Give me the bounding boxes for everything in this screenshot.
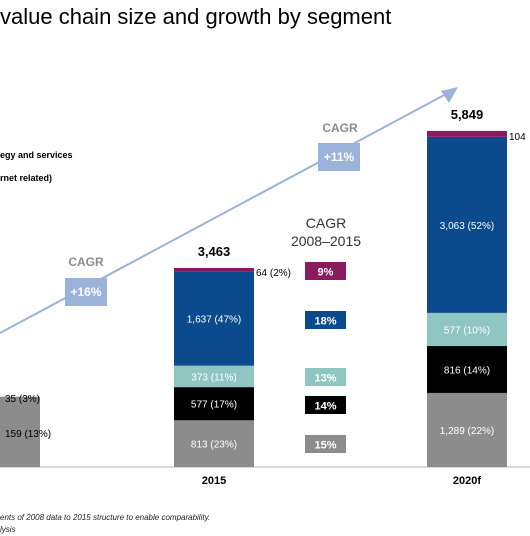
footnote-1: ents of 2008 data to 2015 structure to e…	[0, 513, 211, 522]
data-label-2008-navy: 35 (3%)	[5, 394, 40, 405]
bar-segment-2015-bottom	[174, 420, 254, 467]
data-label-2015-navy: 1,637 (47%)	[187, 315, 241, 326]
cagr-value-teal: 13%	[314, 373, 336, 385]
cagr-box-magenta	[305, 262, 346, 280]
cagr-box-navy	[305, 311, 346, 329]
chart-title: value chain size and growth by segment	[0, 4, 392, 29]
growth-arrow-head	[441, 87, 458, 103]
bar-segment-2020f-teal	[427, 312, 507, 347]
cagr-arrow-label-2: CAGR	[322, 121, 358, 135]
cagr-column-title-2: 2008–2015	[291, 233, 361, 249]
data-label-2020f-magenta: 104	[509, 132, 526, 143]
data-label-2015-bottom: 813 (23%)	[191, 440, 237, 451]
x-tick-2020f: 2020f	[453, 475, 481, 487]
cagr-arrow-box-2	[318, 143, 360, 171]
bar-segment-2020f-bottom	[427, 392, 507, 467]
bar-segment-2015-navy	[174, 271, 254, 366]
cagr-value-bottom: 15%	[314, 440, 336, 452]
cagr-arrow-value-1: +16%	[70, 285, 101, 299]
footnote-2: lysis	[0, 525, 16, 534]
bar-segment-2008-bottom	[0, 396, 40, 467]
data-label-2020f-teal: 577 (10%)	[444, 325, 490, 336]
bar-segment-2015-magenta	[174, 267, 254, 272]
bar-segment-2020f-magenta	[427, 130, 507, 137]
legend-label-2: rnet related)	[0, 173, 53, 183]
cagr-value-magenta: 9%	[318, 267, 334, 279]
data-label-2015-teal: 373 (11%)	[191, 372, 236, 383]
x-tick-2015: 2015	[202, 475, 226, 487]
bar-segment-2015-black	[174, 387, 254, 421]
data-label-2020f-bottom: 1,289 (22%)	[440, 426, 494, 437]
data-label-2020f-navy: 3,063 (52%)	[440, 221, 494, 232]
cagr-arrow-box-1	[65, 278, 107, 306]
total-label-2015: 3,463	[198, 244, 231, 259]
cagr-box-bottom	[305, 435, 346, 453]
data-label-2020f-black: 816 (14%)	[444, 365, 490, 376]
cagr-box-teal	[305, 368, 346, 386]
cagr-value-navy: 18%	[314, 316, 336, 328]
data-label-2015-magenta: 64 (2%)	[256, 268, 291, 279]
cagr-box-black	[305, 396, 346, 414]
bar-segment-2020f-navy	[427, 136, 507, 313]
data-label-2015-black: 577 (17%)	[191, 400, 237, 411]
cagr-value-black: 14%	[314, 401, 336, 413]
data-label-2008-bottom: 159 (13%)	[5, 429, 51, 440]
legend-label-1: egy and services	[0, 150, 73, 160]
total-label-2020f: 5,849	[451, 107, 484, 122]
cagr-column-title-1: CAGR	[306, 215, 346, 231]
bar-segment-2015-teal	[174, 365, 254, 388]
bar-segment-2020f-black	[427, 346, 507, 393]
cagr-arrow-label-1: CAGR	[68, 255, 104, 269]
cagr-arrow-value-2: +11%	[324, 150, 355, 164]
